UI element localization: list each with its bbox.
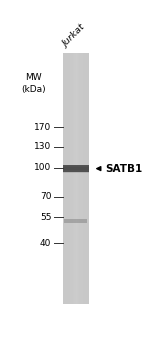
Bar: [81, 53, 82, 304]
Bar: [63, 53, 88, 304]
Bar: [70, 53, 71, 304]
Bar: [80, 53, 81, 304]
Text: 70: 70: [40, 192, 51, 201]
Text: 40: 40: [40, 239, 51, 248]
Bar: [77, 53, 78, 304]
Bar: [63, 168, 88, 172]
Bar: [84, 53, 85, 304]
Bar: [63, 167, 88, 171]
Bar: [78, 53, 79, 304]
Bar: [63, 170, 88, 173]
Bar: [87, 53, 88, 304]
Bar: [64, 219, 87, 224]
Bar: [63, 165, 88, 172]
Bar: [82, 53, 83, 304]
Bar: [72, 53, 73, 304]
Text: Jurkat: Jurkat: [61, 23, 87, 49]
Bar: [68, 53, 69, 304]
Bar: [76, 53, 77, 304]
Bar: [63, 165, 88, 168]
Bar: [85, 53, 86, 304]
Text: (kDa): (kDa): [22, 85, 46, 94]
Bar: [71, 53, 72, 304]
Bar: [65, 53, 66, 304]
Bar: [69, 53, 70, 304]
Bar: [86, 53, 87, 304]
Bar: [63, 53, 64, 304]
Text: 130: 130: [34, 143, 51, 152]
Bar: [74, 53, 75, 304]
Bar: [79, 53, 80, 304]
Bar: [64, 53, 65, 304]
Bar: [73, 53, 74, 304]
Text: MW: MW: [26, 73, 42, 82]
Text: 170: 170: [34, 123, 51, 132]
Bar: [66, 53, 67, 304]
Text: SATB1: SATB1: [105, 164, 143, 174]
Bar: [75, 53, 76, 304]
Bar: [83, 53, 84, 304]
Bar: [63, 166, 88, 170]
Text: 100: 100: [34, 163, 51, 172]
Text: 55: 55: [40, 213, 51, 222]
Bar: [67, 53, 68, 304]
